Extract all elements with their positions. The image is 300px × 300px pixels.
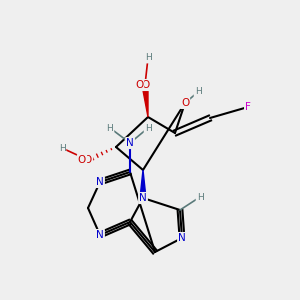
Text: H: H: [58, 143, 65, 152]
Text: O: O: [181, 98, 189, 108]
Text: H: H: [195, 88, 201, 97]
Text: O: O: [141, 80, 149, 90]
Text: N: N: [126, 138, 134, 148]
Text: N: N: [96, 230, 104, 240]
Polygon shape: [140, 170, 146, 198]
Text: O: O: [84, 155, 92, 165]
Text: H: H: [145, 53, 152, 62]
Text: O: O: [78, 155, 86, 165]
Text: H: H: [106, 124, 113, 133]
Text: N: N: [139, 193, 147, 203]
Text: O: O: [135, 80, 143, 90]
Text: H: H: [196, 193, 203, 202]
Polygon shape: [142, 85, 148, 117]
Text: N: N: [178, 233, 186, 243]
Text: F: F: [245, 102, 251, 112]
Text: H: H: [145, 124, 152, 133]
Text: N: N: [96, 177, 104, 187]
